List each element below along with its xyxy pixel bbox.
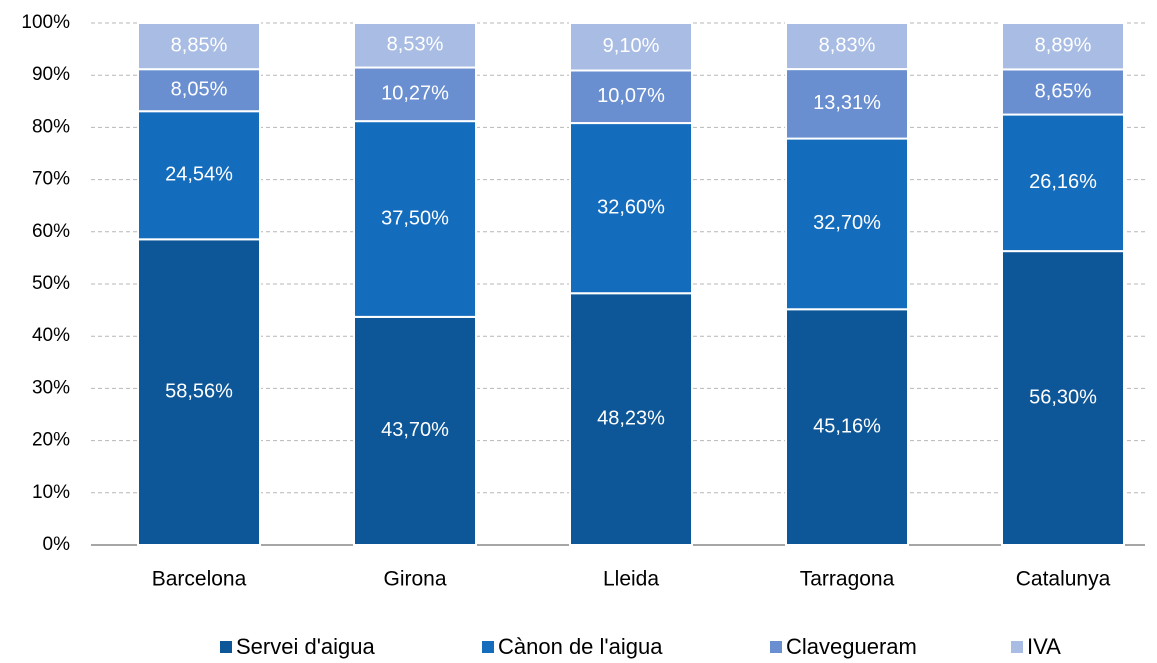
bar-segment [1001, 113, 1125, 253]
legend-label: IVA [1027, 634, 1061, 659]
y-tick-label: 90% [32, 64, 70, 85]
bar-segment [569, 69, 693, 125]
bar-segment [1001, 250, 1125, 546]
bar-segment [1001, 68, 1125, 116]
data-label: 24,54% [165, 164, 233, 186]
data-label: 9,10% [603, 35, 660, 57]
bar-segment [785, 308, 909, 546]
data-label: 43,70% [381, 419, 449, 441]
data-label: 8,89% [1035, 34, 1092, 56]
y-tick-label: 50% [32, 273, 70, 294]
data-label: 37,50% [381, 207, 449, 229]
x-tick-label: Barcelona [152, 568, 247, 591]
bar-segment [137, 68, 261, 113]
legend-label: Clavegueram [786, 634, 917, 659]
bar-segment [353, 315, 477, 546]
bar-segment [353, 22, 477, 69]
data-label: 13,31% [813, 92, 881, 114]
x-tick-label: Tarragona [800, 568, 895, 591]
data-label: 45,16% [813, 415, 881, 437]
data-label: 8,53% [387, 34, 444, 56]
data-label: 58,56% [165, 380, 233, 402]
bar-segment [1001, 22, 1125, 71]
data-label: 8,65% [1035, 80, 1092, 102]
legend-label: Cànon de l'aigua [498, 634, 663, 659]
y-tick-label: 100% [21, 12, 70, 33]
data-label: 8,05% [171, 78, 228, 100]
y-tick-label: 60% [32, 221, 70, 242]
y-tick-label: 30% [32, 377, 70, 398]
data-label: 8,83% [819, 34, 876, 56]
data-label: 32,60% [597, 196, 665, 218]
data-label: 32,70% [813, 212, 881, 234]
bar-segment [137, 22, 261, 71]
data-label: 8,85% [171, 34, 228, 56]
legend-swatch [770, 641, 782, 653]
y-tick-label: 70% [32, 169, 70, 190]
legend-swatch [1011, 641, 1023, 653]
bar-segment [569, 122, 693, 295]
bar-segment [569, 292, 693, 547]
data-label: 10,27% [381, 83, 449, 105]
bar-segment [569, 22, 693, 72]
data-label: 26,16% [1029, 171, 1097, 193]
bar-segment [785, 22, 909, 71]
y-tick-label: 10% [32, 482, 70, 503]
x-tick-label: Lleida [603, 568, 659, 591]
y-tick-label: 40% [32, 325, 70, 346]
y-tick-label: 80% [32, 116, 70, 137]
legend-label: Servei d'aigua [236, 634, 376, 659]
x-tick-label: Catalunya [1016, 568, 1111, 591]
legend-swatch [482, 641, 494, 653]
legend-swatch [220, 641, 232, 653]
bar-segment [137, 110, 261, 241]
data-label: 48,23% [597, 407, 665, 429]
data-label: 56,30% [1029, 386, 1097, 408]
x-tick-label: Girona [383, 568, 446, 591]
y-tick-label: 0% [43, 534, 71, 555]
bar-segment [785, 68, 909, 140]
y-tick-label: 20% [32, 430, 70, 451]
data-label: 10,07% [597, 85, 665, 107]
bar-segment [137, 238, 261, 546]
